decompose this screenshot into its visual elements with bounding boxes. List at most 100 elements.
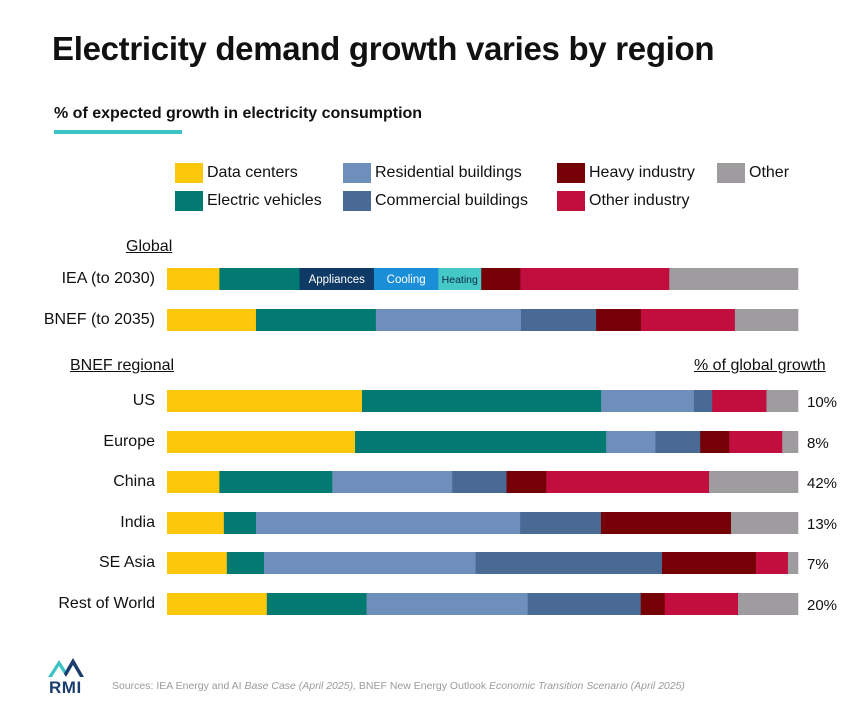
share-label-rest-of-world: 20%	[807, 597, 838, 614]
bar-segment-bnef-to-2035-residential-buildings	[375, 309, 522, 331]
row-label-europe: Europe	[103, 433, 155, 450]
source-bnef: BNEF New Energy Outlook	[355, 680, 487, 692]
bar-segment-bnef-to-2035-other	[734, 309, 799, 331]
legend-item-commercial-buildings: Commercial buildings	[343, 191, 528, 211]
bar-segment-india-electric-vehicles	[223, 512, 257, 534]
bar-segment-rest-of-world-other-industry	[664, 593, 739, 615]
bar-segment-china-residential-buildings	[332, 471, 453, 493]
bar-segment-india-data-centers	[167, 512, 225, 534]
bar-segment-iea-to-2030-other	[669, 268, 799, 290]
share-label-india: 13%	[807, 516, 838, 533]
section-label-global: Global	[126, 238, 173, 255]
bar-segment-se-asia-commercial-buildings	[475, 552, 663, 574]
legend-swatch-other-industry	[557, 191, 585, 211]
bar-segment-se-asia-other	[787, 552, 799, 574]
bar-segment-us-data-centers	[167, 390, 363, 412]
bar-segment-us-commercial-buildings	[693, 390, 713, 412]
bar-segment-label-cooling: Cooling	[387, 274, 426, 286]
bar-segment-iea-to-2030-heating	[438, 268, 482, 290]
bar-segment-us-other	[766, 390, 799, 412]
row-label-india: India	[120, 514, 155, 531]
bar-segment-india-commercial-buildings	[520, 512, 602, 534]
bar-segment-iea-to-2030-data-centers	[167, 268, 220, 290]
legend-item-electric-vehicles: Electric vehicles	[175, 191, 322, 211]
share-label-china: 42%	[807, 475, 838, 492]
bar-segment-china-data-centers	[167, 471, 220, 493]
legend-swatch-electric-vehicles	[175, 191, 203, 211]
bar-segment-label-heating: Heating	[442, 274, 478, 286]
legend-swatch-data-centers	[175, 163, 203, 183]
legend-item-other: Other	[717, 163, 789, 183]
bar-segment-china-heavy-industry	[506, 471, 547, 493]
legend-swatch-commercial-buildings	[343, 191, 371, 211]
bar-segment-iea-to-2030-cooling	[373, 268, 439, 290]
bar-segment-bnef-to-2035-data-centers	[167, 309, 257, 331]
chart-subtitle: % of expected growth in electricity cons…	[54, 105, 423, 122]
subtitle-accent-bar	[54, 130, 182, 134]
legend-swatch-other	[717, 163, 745, 183]
bar-segment-us-residential-buildings	[601, 390, 695, 412]
legend-label: Commercial buildings	[375, 192, 528, 209]
bar-segment-rest-of-world-data-centers	[167, 593, 268, 615]
bar-segment-rest-of-world-other	[737, 593, 799, 615]
bar-segment-us-electric-vehicles	[361, 390, 602, 412]
share-label-europe: 8%	[807, 435, 829, 452]
bar-segment-iea-to-2030-appliances	[299, 268, 375, 290]
chart-title: Electricity demand growth varies by regi…	[52, 30, 715, 67]
bar-segment-se-asia-residential-buildings	[263, 552, 476, 574]
bar-segment-europe-other-industry	[729, 431, 783, 453]
bar-segment-europe-heavy-industry	[700, 431, 730, 453]
bar-segment-china-other-industry	[546, 471, 710, 493]
bar-segment-europe-electric-vehicles	[355, 431, 607, 453]
share-label-us: 10%	[807, 394, 838, 411]
legend-item-data-centers: Data centers	[175, 163, 298, 183]
legend-label: Heavy industry	[589, 164, 695, 181]
row-label-china: China	[113, 473, 155, 490]
row-label-se-asia: SE Asia	[98, 554, 155, 571]
bar-segment-label-appliances: Appliances	[309, 274, 366, 286]
bar-segment-rest-of-world-residential-buildings	[366, 593, 528, 615]
legend-swatch-residential-buildings	[343, 163, 371, 183]
bar-segment-china-commercial-buildings	[452, 471, 507, 493]
source-bnef-scenario: Economic Transition Scenario (April 2025…	[486, 680, 685, 692]
bar-segment-iea-to-2030-heavy-industry	[481, 268, 521, 290]
bar-segment-bnef-to-2035-commercial-buildings	[520, 309, 597, 331]
bar-segment-bnef-to-2035-electric-vehicles	[255, 309, 377, 331]
source-note: Sources: IEA Energy and AI Base Case (Ap…	[112, 680, 685, 692]
legend-label: Other industry	[589, 192, 690, 209]
legend-item-heavy-industry: Heavy industry	[557, 163, 695, 183]
bar-segment-us-other-industry	[712, 390, 767, 412]
legend-label: Residential buildings	[375, 164, 522, 181]
row-label-bnef-to-2035: BNEF (to 2035)	[43, 311, 155, 328]
section-label-regional: BNEF regional	[70, 357, 175, 374]
source-prefix: Sources:	[112, 680, 157, 692]
legend-label: Other	[749, 164, 790, 181]
bar-segment-europe-data-centers	[167, 431, 356, 453]
bar-segment-india-heavy-industry	[600, 512, 732, 534]
bar-segment-se-asia-data-centers	[167, 552, 228, 574]
row-label-iea-to-2030: IEA (to 2030)	[61, 270, 155, 287]
rmi-logo-text: RMI	[49, 678, 82, 697]
bar-segment-iea-to-2030-electric-vehicles	[219, 268, 300, 290]
rmi-logo-icon	[48, 655, 92, 684]
bar-segment-iea-to-2030-other-industry	[520, 268, 670, 290]
share-label-se-asia: 7%	[807, 556, 829, 573]
bar-segment-india-residential-buildings	[256, 512, 521, 534]
bar-segment-europe-residential-buildings	[606, 431, 656, 453]
bar-segment-rest-of-world-commercial-buildings	[527, 593, 642, 615]
row-label-us: US	[132, 392, 155, 409]
bar-segment-bnef-to-2035-heavy-industry	[596, 309, 642, 331]
bar-segment-se-asia-electric-vehicles	[226, 552, 265, 574]
bar-segment-bnef-to-2035-other-industry	[640, 309, 736, 331]
legend-item-other-industry: Other industry	[557, 191, 689, 211]
bar-segment-europe-other	[782, 431, 799, 453]
bar-segment-se-asia-heavy-industry	[661, 552, 757, 574]
source-iea: IEA Energy and AI	[156, 680, 242, 692]
bar-segment-china-electric-vehicles	[219, 471, 333, 493]
legend-label: Data centers	[207, 164, 298, 181]
row-label-rest-of-world: Rest of World	[58, 595, 155, 612]
legend-swatch-heavy-industry	[557, 163, 585, 183]
share-header: % of global growth	[694, 357, 826, 374]
bar-segment-se-asia-other-industry	[755, 552, 789, 574]
source-iea-case: Base Case (April 2025),	[241, 680, 356, 692]
